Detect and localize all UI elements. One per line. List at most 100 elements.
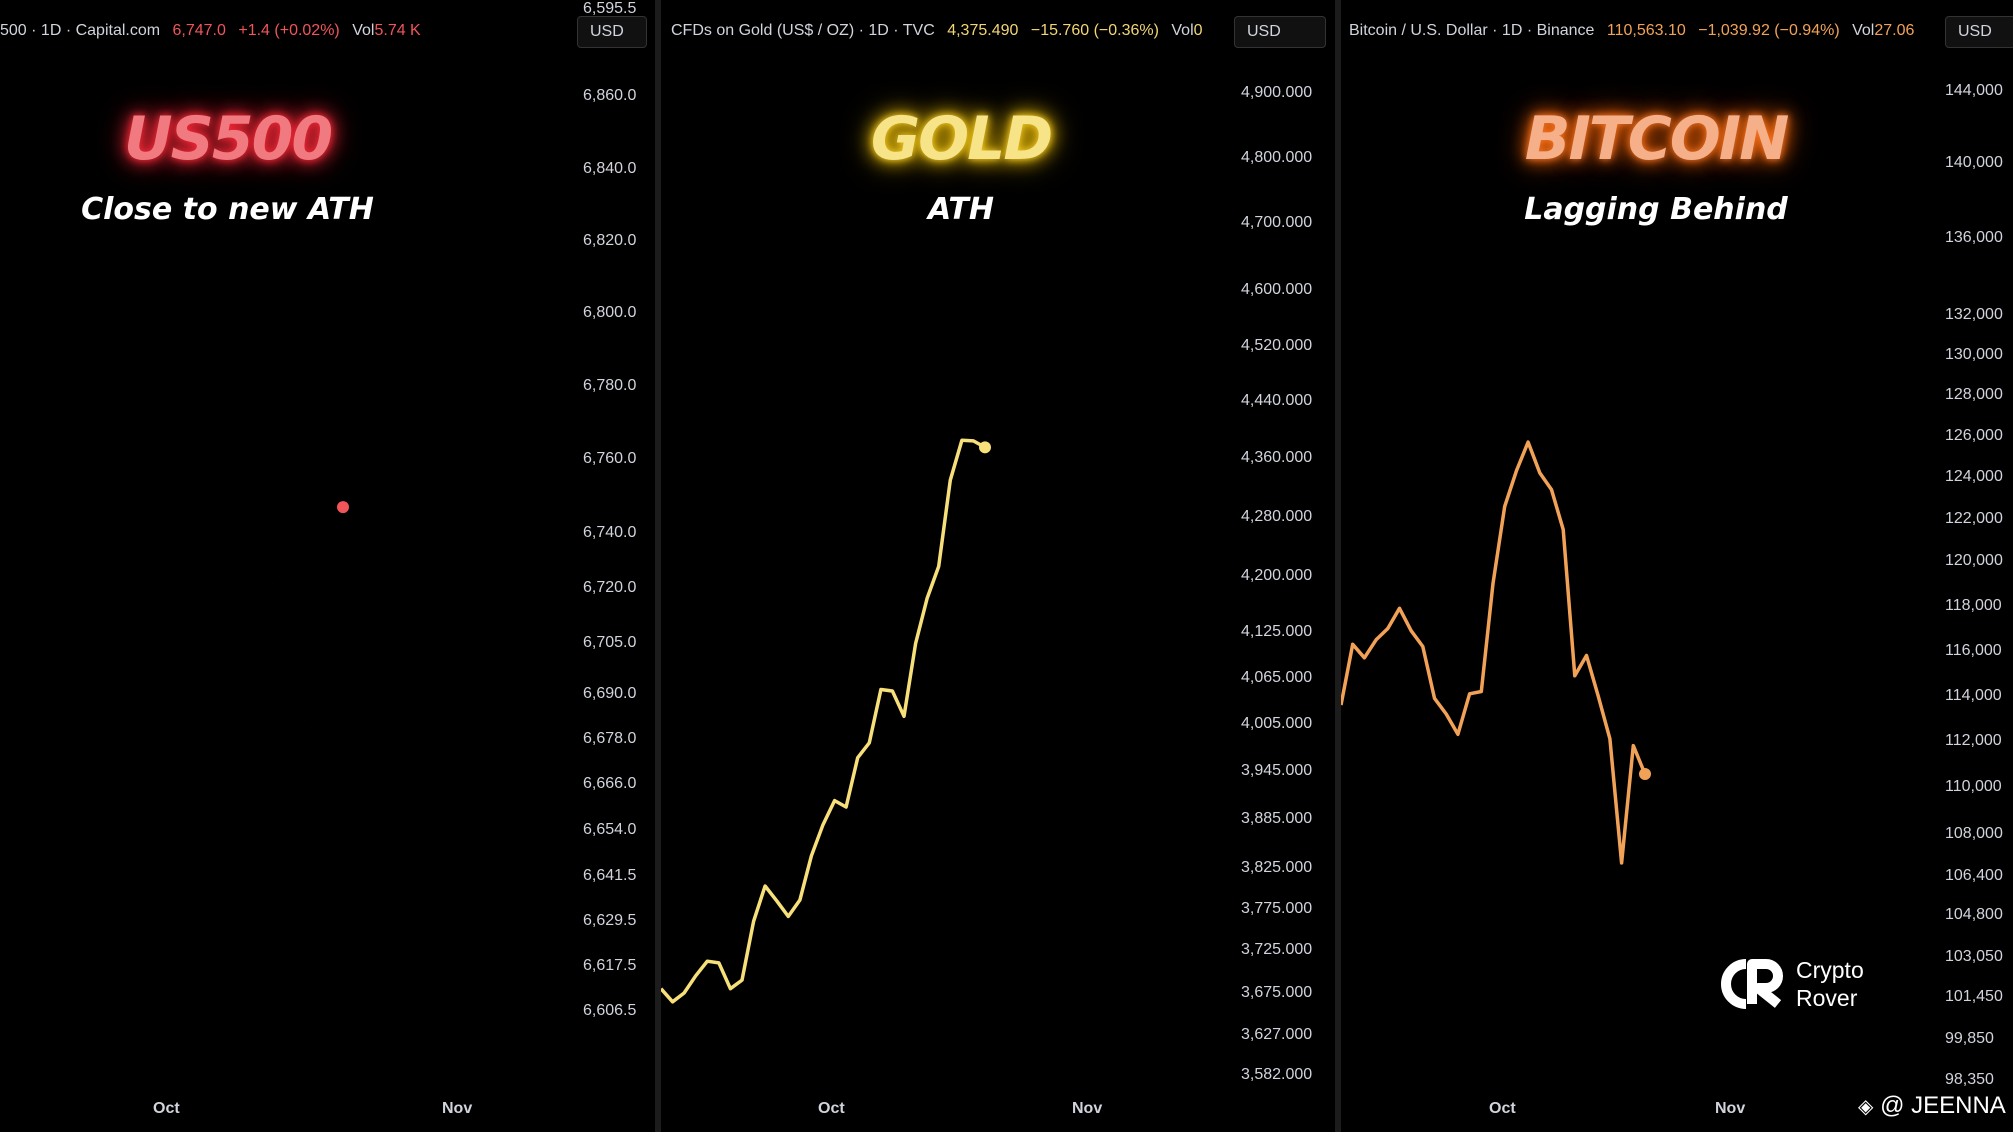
volume-label: Vol [352,22,375,39]
y-tick-label: 108,000 [1945,825,2003,842]
y-tick-label: 101,450 [1945,988,2003,1005]
currency-button[interactable]: USD [1234,16,1326,48]
y-tick-label: 3,885.000 [1241,810,1313,827]
symbol-change: −1,039.92 (−0.94%) [1698,22,1840,39]
y-tick-label: 3,945.000 [1241,762,1313,779]
price-chart[interactable] [1341,0,2013,1132]
chart-subtitle: Lagging Behind [1524,192,1788,227]
x-tick-oct: Oct [818,1100,845,1117]
symbol-price: 110,563.10 [1606,22,1686,39]
currency-button[interactable]: USD [577,16,647,48]
y-tick-label: 6,606.5 [583,1002,637,1019]
volume-value: 0 [1193,22,1203,39]
x-tick-nov: Nov [442,1100,473,1117]
y-tick-label: 132,000 [1945,306,2003,323]
price-series-line [1341,440,1647,865]
y-tick-label: 130,000 [1945,346,2003,363]
y-tick-label: 6,654.0 [583,821,637,838]
y-tick-label: 3,825.000 [1241,859,1313,876]
y-tick-label: 4,200.000 [1241,567,1313,584]
symbol-price: 4,375.490 [947,22,1019,39]
chart-subtitle: Close to new ATH [81,192,374,227]
volume-value: 27.06 [1874,22,1915,39]
symbol-header[interactable]: CFDs on Gold (US$ / OZ) · 1D · TVC 4,375… [671,22,1203,40]
y-tick-label: 6,720.0 [583,579,637,596]
y-tick-label: 6,617.5 [583,957,637,974]
y-tick-label: 4,600.000 [1241,281,1313,298]
y-tick-label: 106,400 [1945,867,2003,884]
y-tick-label: 114,000 [1945,687,2002,704]
logo-line-1: Crypto [1796,957,1864,983]
y-tick-label: 4,125.000 [1241,623,1313,640]
y-tick-label: 6,666.0 [583,775,637,792]
y-tick-label: 3,725.000 [1241,941,1313,958]
last-price-marker [1639,768,1651,781]
chart-title: BITCOIN [1524,104,1790,174]
y-tick-label: 6,690.0 [583,685,637,702]
symbol-name: 500 · 1D · Capital.com [0,22,161,39]
y-tick-label: 126,000 [1945,427,2003,444]
watermark-text: @ JEENNA [1880,1092,2006,1119]
y-tick-label: 4,700.000 [1241,214,1313,231]
chart-title: GOLD [870,104,1053,174]
symbol-name: Bitcoin / U.S. Dollar · 1D · Binance [1349,22,1595,39]
y-tick-label: 99,850 [1945,1030,1994,1047]
y-tick-label: 128,000 [1945,386,2003,403]
volume-label: Vol [1852,22,1875,39]
y-tick-label: 6,740.0 [583,524,637,541]
symbol-change: −15.760 (−0.36%) [1030,22,1159,39]
y-tick-label: 6,678.0 [583,730,637,747]
symbol-change: +1.4 (+0.02%) [238,22,340,39]
x-tick-oct: Oct [153,1100,180,1117]
y-tick-label: 103,050 [1945,948,2003,965]
y-tick-label: 6,820.0 [583,232,637,249]
y-tick-label: 4,520.000 [1241,337,1313,354]
y-tick-label: 116,000 [1945,642,2002,659]
y-tick-label: 3,582.000 [1241,1066,1313,1083]
last-price-marker [337,501,349,514]
y-tick-label: 6,800.0 [583,304,637,321]
y-tick-label: 4,800.000 [1241,149,1313,166]
panel-divider[interactable] [655,0,661,1132]
symbol-price: 6,747.0 [172,22,226,39]
y-tick-label: 112,000 [1945,732,2002,749]
symbol-header[interactable]: 500 · 1D · Capital.com 6,747.0 +1.4 (+0.… [0,22,421,40]
y-tick-label: 6,641.5 [583,867,637,884]
y-tick-label: 6,705.0 [583,634,637,651]
chart-subtitle: ATH [928,192,994,227]
volume-value: 5.74 K [374,22,421,39]
y-tick-label: 6,629.5 [583,912,637,929]
y-tick-label: 4,360.000 [1241,449,1313,466]
binance-diamond-icon: ◈ [1858,1096,1874,1118]
x-tick-oct: Oct [1489,1100,1516,1117]
logo-text: Crypto Rover [1796,956,1864,1012]
y-tick-label: 136,000 [1945,229,2003,246]
y-tick-label: 4,900.000 [1241,84,1313,101]
y-tick-label: 120,000 [1945,552,2003,569]
panel-bitcoin: Bitcoin / U.S. Dollar · 1D · Binance 110… [1341,0,2013,1132]
panel-divider[interactable] [1335,0,1341,1132]
y-tick-label: 122,000 [1945,510,2003,527]
y-tick-label: 3,775.000 [1241,900,1313,917]
symbol-name: CFDs on Gold (US$ / OZ) · 1D · TVC [671,22,935,39]
last-price-marker [979,441,991,454]
currency-button[interactable]: USD [1945,16,2013,48]
volume-label: Vol [1171,22,1194,39]
y-tick-label: 4,005.000 [1241,715,1313,732]
symbol-header[interactable]: Bitcoin / U.S. Dollar · 1D · Binance 110… [1349,22,1914,40]
y-tick-label: 110,000 [1945,778,2002,795]
y-tick-label: 6,860.0 [583,87,637,104]
y-tick-label: 140,000 [1945,154,2003,171]
y-tick-label: 6,840.0 [583,160,637,177]
price-series-line [661,438,986,1004]
y-tick-label: 4,440.000 [1241,392,1313,409]
y-tick-label: 98,350 [1945,1071,1994,1088]
y-tick-label: 6,760.0 [583,450,637,467]
panel-gold: CFDs on Gold (US$ / OZ) · 1D · TVC 4,375… [661,0,1335,1132]
y-tick-label: 104,800 [1945,906,2003,923]
price-chart[interactable] [661,0,1335,1132]
x-tick-nov: Nov [1715,1100,1746,1117]
price-chart[interactable] [0,0,655,1132]
y-tick-label: 3,627.000 [1241,1026,1313,1043]
y-tick-label: 118,000 [1945,597,2002,614]
